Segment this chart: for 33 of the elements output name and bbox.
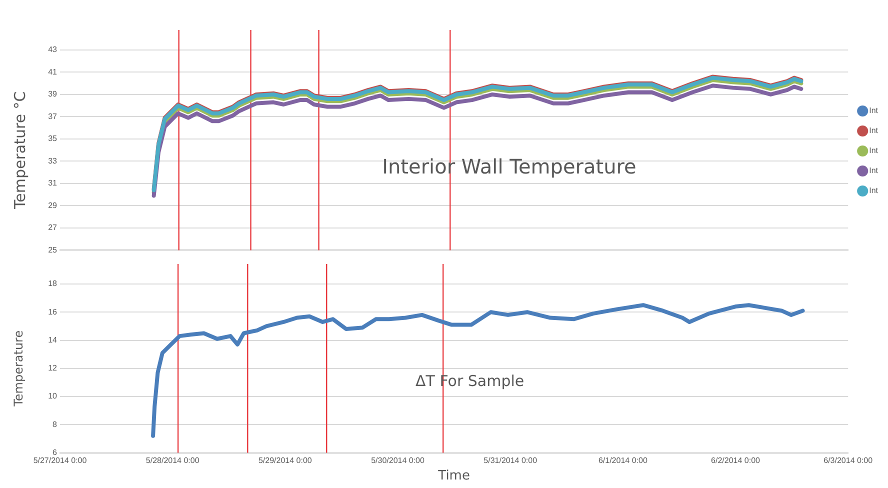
x-axis-title: Time [437, 468, 470, 484]
x-tick-label: 5/28/2014 0:00 [146, 456, 200, 465]
x-tick-label: 6/1/2014 0:00 [598, 456, 648, 465]
y-tick-label: 25 [48, 245, 58, 254]
x-tick-label: 5/31/2014 0:00 [484, 456, 538, 465]
x-tick-label: 6/3/2014 0:00 [824, 456, 874, 465]
y-tick-label: 16 [48, 307, 58, 316]
legend-label: Int [869, 166, 879, 176]
x-tick-label: 5/29/2014 0:00 [258, 456, 312, 465]
y-tick-label: 41 [48, 67, 58, 76]
y-tick-label: 37 [48, 112, 58, 121]
y-tick-label: 6 [52, 448, 58, 458]
y-axis-title: Temperature [11, 330, 26, 408]
y-tick-label: 43 [48, 45, 58, 54]
legend-label: Int [869, 106, 879, 116]
x-tick-label: 6/2/2014 0:00 [711, 456, 761, 465]
y-axis-title: Temperature °C [10, 91, 29, 210]
y-tick-label: 39 [48, 90, 58, 99]
y-tick-label: 27 [48, 223, 58, 232]
legend-label: Int [869, 126, 879, 136]
y-tick-label: 35 [48, 134, 58, 144]
x-tick-label: 5/27/2014 0:00 [33, 456, 88, 465]
y-tick-label: 31 [48, 178, 58, 188]
y-tick-label: 29 [48, 200, 58, 210]
legend-label: Int [869, 186, 879, 196]
y-tick-label: 10 [48, 392, 58, 401]
y-tick-label: 14 [48, 335, 58, 344]
y-tick-label: 12 [48, 364, 58, 373]
y-tick-label: 8 [52, 420, 58, 429]
y-tick-label: 18 [48, 279, 58, 288]
x-tick-label: 5/30/2014 0:00 [371, 456, 425, 465]
legend-label: Int [869, 146, 879, 156]
y-tick-label: 33 [48, 156, 58, 166]
